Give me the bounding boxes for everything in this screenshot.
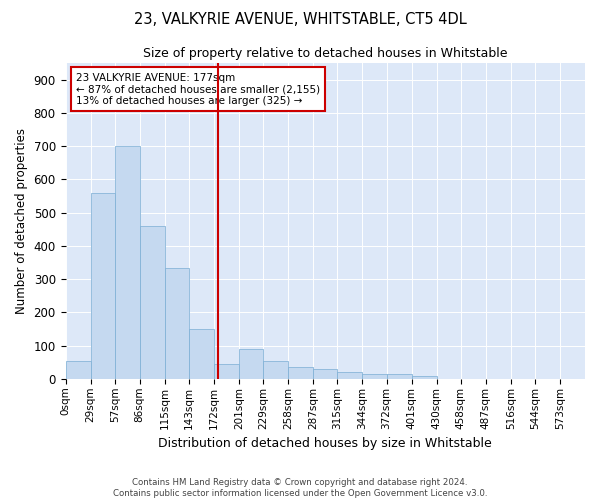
Bar <box>91 192 115 379</box>
Text: Contains HM Land Registry data © Crown copyright and database right 2024.
Contai: Contains HM Land Registry data © Crown c… <box>113 478 487 498</box>
X-axis label: Distribution of detached houses by size in Whitstable: Distribution of detached houses by size … <box>158 437 492 450</box>
Bar <box>313 369 337 379</box>
Bar <box>412 376 437 379</box>
Bar <box>140 226 165 379</box>
Bar <box>189 329 214 379</box>
Bar <box>214 364 239 379</box>
Bar <box>239 349 263 379</box>
Bar <box>263 360 288 379</box>
Text: 23, VALKYRIE AVENUE, WHITSTABLE, CT5 4DL: 23, VALKYRIE AVENUE, WHITSTABLE, CT5 4DL <box>134 12 466 28</box>
Bar <box>115 146 140 379</box>
Bar <box>65 360 91 379</box>
Bar <box>165 268 189 379</box>
Y-axis label: Number of detached properties: Number of detached properties <box>15 128 28 314</box>
Bar <box>288 368 313 379</box>
Bar <box>386 374 412 379</box>
Title: Size of property relative to detached houses in Whitstable: Size of property relative to detached ho… <box>143 48 508 60</box>
Bar <box>337 372 362 379</box>
Text: 23 VALKYRIE AVENUE: 177sqm
← 87% of detached houses are smaller (2,155)
13% of d: 23 VALKYRIE AVENUE: 177sqm ← 87% of deta… <box>76 72 320 106</box>
Bar <box>362 374 386 379</box>
